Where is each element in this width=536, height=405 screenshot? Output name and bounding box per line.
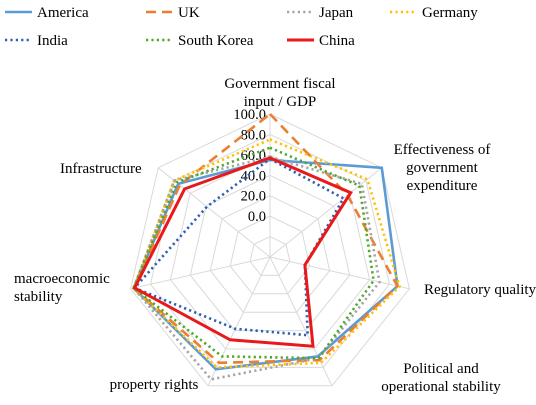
series-line-japan [132,155,381,381]
axis-label: Infrastructure [60,161,142,177]
axis-label: property rights [110,377,199,393]
grid-ring [169,154,371,350]
axis-label: expenditure [407,178,478,194]
legend-label: South Korea [178,33,254,49]
grid-ring [249,236,291,276]
axis-label: Regulatory quality [424,282,536,298]
legend-label: America [37,5,89,21]
axis-labels: Government fiscal input / GDP Effectivenes… [14,76,536,395]
legend-label: India [37,33,68,49]
axis-label: stability [14,289,63,305]
grid-spoke [269,256,333,387]
axis-label: macroeconomic [14,271,110,287]
grid-ring [130,113,410,387]
radial-tick-label: 40.0 [241,168,266,184]
legend-label: Germany [422,5,478,21]
grid-ring [149,133,391,368]
series-line-south-korea [132,146,375,360]
axis-label: input / GDP [244,94,317,110]
legend: America UK Japan Germany India South Korea Chi… [5,5,478,49]
grid-spoke [269,167,383,258]
grid-ring [209,195,331,313]
radial-tick-label: 0.0 [248,209,266,225]
grid-ring [229,215,311,295]
series-line-america [132,158,399,371]
series-lines [132,112,401,381]
series-line-uk [132,112,400,365]
axis-label: operational stability [381,379,501,395]
radial-tick-label: 100.0 [233,107,266,123]
radial-tick-label: 20.0 [241,189,266,205]
axis-label: Government fiscal [224,76,335,92]
series-line-china [132,156,353,348]
radial-tick-label: 80.0 [241,127,266,143]
legend-label: Japan [319,5,354,21]
axis-label: government [406,160,478,176]
radar-grid [130,113,410,387]
legend-label: UK [178,5,200,21]
series-line-germany [132,138,401,369]
grid-spoke [130,256,271,290]
series-line-india [132,157,346,337]
grid-spoke [207,256,271,387]
axis-label: Effectiveness of [394,142,491,158]
legend-label: China [319,33,355,49]
grid-spoke [269,256,410,290]
axis-label: Political and [403,361,479,377]
